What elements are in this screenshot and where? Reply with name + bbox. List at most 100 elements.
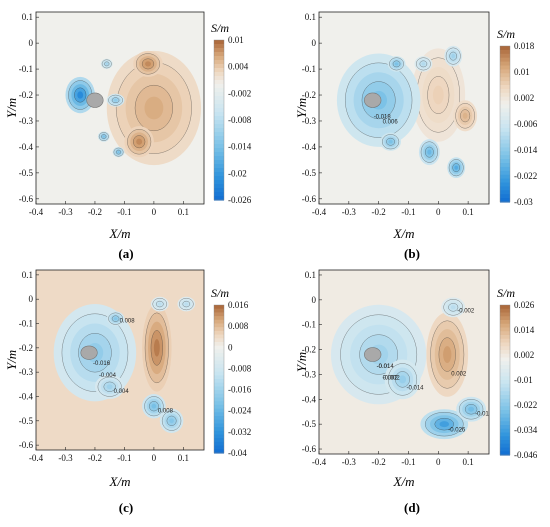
colorbar-segment (214, 48, 224, 53)
y-tick-label: -0.2 (302, 345, 316, 355)
y-tick-label: 0.1 (22, 270, 33, 280)
x-tick-label: -0.3 (58, 207, 73, 217)
x-tick-label: -0.4 (29, 207, 44, 217)
deposit-region-0-level-4 (443, 346, 452, 363)
scour-region-6-level-4 (450, 305, 456, 310)
y-tick-label: -0.4 (302, 142, 317, 152)
scour-field: -0.016 -0.004 0.008 0.004 0.008 (53, 296, 196, 433)
colorbar-segment (214, 132, 224, 137)
colorbar-segment (500, 342, 510, 347)
contour-label: 0.008 (120, 318, 136, 324)
deposit-region-2-level-4 (136, 138, 143, 145)
colorbar-segment (500, 124, 510, 129)
colorbar-segment (500, 308, 510, 314)
colorbar-segment (214, 184, 224, 189)
colorbar-segment (500, 159, 510, 164)
y-tick-label: -0.4 (302, 394, 317, 404)
y-tick-label: -0.3 (19, 367, 34, 377)
colorbar-segment (214, 136, 224, 141)
colorbar-segment (214, 434, 224, 439)
scour-region-5-level-4 (151, 403, 157, 409)
scour-region-4-level-4 (439, 421, 450, 428)
colorbar-segment (500, 428, 510, 434)
y-tick-label: -0.5 (302, 168, 317, 178)
colorbar-segment (214, 390, 224, 395)
colorbar-segment (500, 53, 510, 59)
panel-d: -0.014-0.002-0.014-0.026-0.014-0.0020.00… (294, 269, 538, 515)
colorbar-segment (214, 342, 224, 347)
colorbar-tick-label: 0.01 (514, 67, 530, 77)
colorbar-segment (500, 305, 510, 310)
scour-region-3-level-4 (77, 91, 84, 99)
contour-label: 0.004 (114, 389, 130, 395)
x-tick-label: -0.4 (312, 457, 327, 467)
x-axis-label: X/m (109, 226, 131, 241)
colorbar-segment (500, 376, 510, 381)
colorbar-segment (214, 445, 224, 450)
contour-label: -0.014 (475, 411, 493, 417)
y-axis-label: Y/m (4, 98, 19, 118)
colorbar-segment (214, 305, 224, 310)
colorbar-segment (214, 334, 224, 339)
y-tick-label: -0.6 (302, 444, 317, 454)
colorbar-segment (214, 76, 224, 81)
colorbar-segment (214, 144, 224, 149)
colorbar-segment (214, 327, 224, 332)
colorbar-segment (500, 65, 510, 70)
colorbar-segment (214, 60, 224, 65)
y-tick-label: 0 (29, 38, 34, 48)
colorbar-segment (500, 190, 510, 195)
colorbar-segment (500, 131, 510, 137)
colorbar-segment (214, 124, 224, 129)
colorbar-segment (214, 401, 224, 406)
colorbar-segment (214, 330, 224, 336)
y-tick-label: -0.1 (302, 320, 316, 330)
y-tick-label: 0.1 (22, 12, 33, 22)
plot-frame (35, 11, 205, 205)
y-tick-label: -0.5 (19, 168, 34, 178)
colorbar-segment (500, 139, 510, 145)
colorbar-segment (214, 382, 224, 387)
colorbar-segment (500, 395, 510, 400)
colorbar-segment (500, 447, 510, 452)
colorbar-segment (214, 419, 224, 424)
colorbar-segment (500, 143, 510, 148)
colorbar-segment (214, 164, 224, 169)
colorbar-segment (214, 92, 224, 97)
colorbar-segment (500, 417, 510, 422)
scour-region-8-level-4 (184, 302, 189, 306)
y-axis-label: Y/m (294, 352, 309, 372)
colorbar-segment (500, 73, 510, 78)
colorbar-segment (214, 312, 224, 317)
contour-label: -0.016 (93, 361, 111, 367)
colorbar-segment (214, 152, 224, 157)
colorbar-segment (214, 349, 224, 354)
colorbar-title: S/m (497, 286, 515, 300)
scour-region-3-level-4 (398, 375, 407, 384)
scour-region-4-level-4 (113, 98, 118, 102)
colorbar-frame (499, 45, 511, 203)
panel-caption: (c) (119, 500, 133, 515)
y-tick-label: -0.2 (302, 90, 316, 100)
x-tick-label: -0.2 (372, 207, 386, 217)
x-axis-label: X/m (393, 474, 415, 489)
x-tick-label: -0.3 (342, 207, 357, 217)
colorbar-segment (500, 104, 510, 109)
y-tick-label: -0.1 (19, 319, 33, 329)
colorbar-segment (500, 178, 510, 184)
x-tick-label: -0.2 (88, 207, 102, 217)
colorbar-segment (214, 68, 224, 73)
colorbar-segment (214, 423, 224, 428)
colorbar-segment (500, 147, 510, 152)
colorbar-tick-label: 0 (228, 342, 233, 352)
colorbar-segment (500, 406, 510, 411)
x-tick-label: 0.1 (462, 207, 473, 217)
scour-region-6-level-4 (427, 149, 432, 155)
colorbar-segment (500, 402, 510, 407)
colorbar-segment (214, 84, 224, 89)
colorbar-segment (214, 120, 224, 125)
colorbar-segment (500, 312, 510, 317)
colorbar-segment (214, 196, 224, 201)
y-tick-label: -0.5 (19, 416, 34, 426)
colorbar-segment (214, 367, 224, 373)
